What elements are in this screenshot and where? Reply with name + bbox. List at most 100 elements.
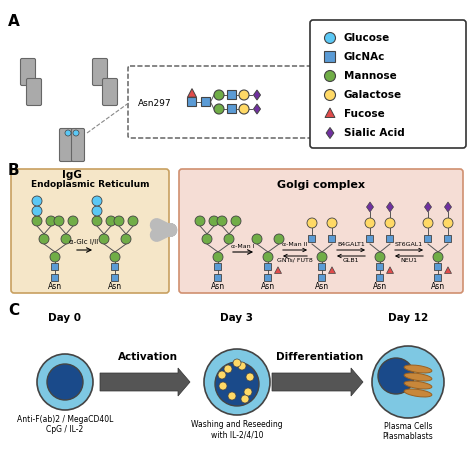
Text: IgG: IgG — [62, 170, 82, 180]
Circle shape — [215, 362, 259, 406]
Circle shape — [32, 206, 42, 216]
Text: ST6GAL1: ST6GAL1 — [395, 242, 423, 247]
Ellipse shape — [404, 373, 432, 381]
Text: Day 0: Day 0 — [48, 313, 82, 323]
Bar — [386, 235, 393, 242]
Ellipse shape — [404, 389, 432, 397]
Bar — [52, 274, 58, 281]
Circle shape — [325, 90, 336, 100]
Circle shape — [219, 382, 227, 390]
Circle shape — [73, 130, 79, 136]
Text: Asn: Asn — [315, 282, 329, 291]
Polygon shape — [425, 202, 431, 212]
FancyArrow shape — [100, 368, 190, 396]
Polygon shape — [325, 108, 335, 118]
Ellipse shape — [404, 365, 432, 373]
Text: GlcNAc: GlcNAc — [344, 52, 385, 62]
Circle shape — [423, 218, 433, 228]
Polygon shape — [254, 104, 261, 114]
Text: Day 12: Day 12 — [388, 313, 428, 323]
Text: Differentiation: Differentiation — [276, 352, 364, 362]
Bar — [264, 274, 272, 281]
Circle shape — [121, 234, 131, 244]
Circle shape — [224, 365, 232, 373]
Bar — [309, 235, 316, 242]
Circle shape — [39, 234, 49, 244]
Circle shape — [307, 218, 317, 228]
Text: Asn: Asn — [48, 282, 62, 291]
Circle shape — [228, 392, 236, 400]
Bar — [319, 264, 326, 271]
Bar — [366, 235, 374, 242]
Text: NEU1: NEU1 — [401, 258, 418, 263]
FancyBboxPatch shape — [11, 169, 169, 293]
Text: Asn: Asn — [108, 282, 122, 291]
Text: α-Glc I/II: α-Glc I/II — [69, 239, 99, 245]
Text: B4GALT1: B4GALT1 — [337, 242, 365, 247]
Circle shape — [32, 216, 42, 226]
Bar — [111, 264, 118, 271]
Text: with IL-2/4/10: with IL-2/4/10 — [211, 430, 263, 439]
FancyBboxPatch shape — [20, 59, 36, 85]
Circle shape — [246, 373, 254, 381]
Bar — [325, 52, 336, 62]
Text: Asn: Asn — [373, 282, 387, 291]
Bar — [228, 105, 237, 113]
Circle shape — [128, 216, 138, 226]
FancyBboxPatch shape — [179, 169, 463, 293]
Circle shape — [239, 90, 249, 100]
Circle shape — [50, 252, 60, 262]
Text: Asn: Asn — [431, 282, 445, 291]
Text: Golgi complex: Golgi complex — [277, 180, 365, 190]
Bar — [435, 264, 441, 271]
Polygon shape — [274, 267, 282, 273]
Polygon shape — [445, 202, 452, 212]
Polygon shape — [254, 90, 261, 100]
Circle shape — [252, 234, 262, 244]
Text: Day 3: Day 3 — [220, 313, 254, 323]
Circle shape — [233, 359, 241, 367]
Circle shape — [68, 216, 78, 226]
Circle shape — [239, 104, 249, 114]
Circle shape — [365, 218, 375, 228]
Circle shape — [99, 234, 109, 244]
Circle shape — [433, 252, 443, 262]
Circle shape — [231, 216, 241, 226]
Polygon shape — [328, 267, 336, 273]
Bar — [215, 274, 221, 281]
FancyBboxPatch shape — [310, 20, 466, 148]
Polygon shape — [326, 128, 334, 138]
FancyBboxPatch shape — [60, 129, 73, 161]
Text: Endoplasmic Reticulum: Endoplasmic Reticulum — [31, 180, 149, 189]
Text: B: B — [8, 163, 19, 178]
FancyBboxPatch shape — [92, 59, 108, 85]
Polygon shape — [366, 202, 374, 212]
Circle shape — [214, 104, 224, 114]
Text: Fucose: Fucose — [344, 109, 385, 119]
Circle shape — [92, 196, 102, 206]
Bar — [376, 264, 383, 271]
Circle shape — [244, 388, 252, 396]
Circle shape — [274, 234, 284, 244]
Bar — [228, 91, 237, 99]
Bar — [445, 235, 452, 242]
Text: α-Man II: α-Man II — [283, 242, 308, 247]
Text: Asn297: Asn297 — [138, 98, 172, 107]
FancyArrow shape — [272, 368, 363, 396]
Bar — [264, 264, 272, 271]
Circle shape — [61, 234, 71, 244]
Ellipse shape — [404, 381, 432, 389]
Circle shape — [317, 252, 327, 262]
Circle shape — [213, 252, 223, 262]
Circle shape — [202, 234, 212, 244]
Circle shape — [65, 130, 71, 136]
Polygon shape — [188, 89, 197, 97]
Circle shape — [37, 354, 93, 410]
Circle shape — [372, 346, 444, 418]
Text: Activation: Activation — [118, 352, 177, 362]
Bar — [328, 235, 336, 242]
Circle shape — [32, 196, 42, 206]
Circle shape — [54, 216, 64, 226]
Bar — [425, 235, 431, 242]
Text: C: C — [8, 303, 19, 318]
